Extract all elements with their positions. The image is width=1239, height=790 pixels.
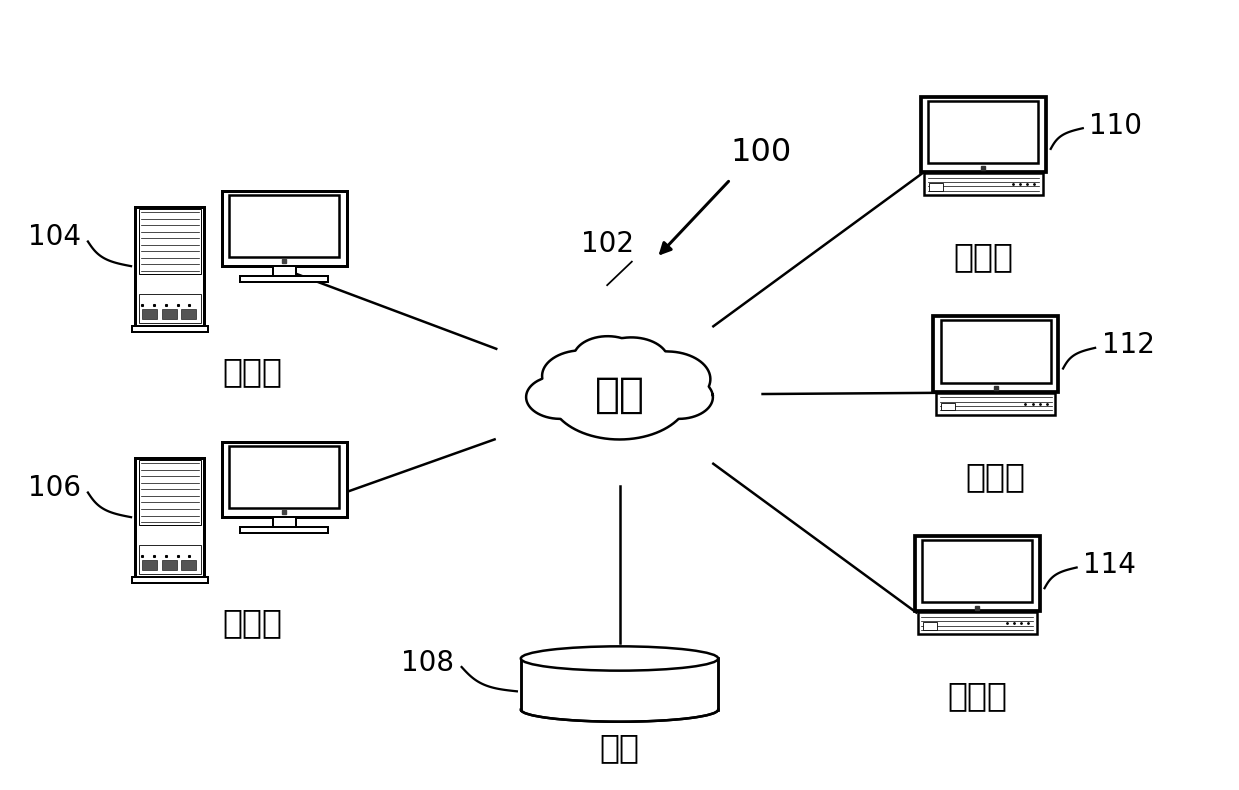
Polygon shape bbox=[527, 337, 712, 439]
Polygon shape bbox=[222, 190, 347, 266]
Bar bbox=[131, 325, 208, 332]
Bar bbox=[924, 173, 1043, 195]
Bar bbox=[139, 460, 201, 525]
Bar bbox=[921, 96, 1046, 172]
Bar bbox=[942, 403, 955, 410]
Bar bbox=[273, 517, 296, 528]
Text: 100: 100 bbox=[731, 137, 792, 167]
Ellipse shape bbox=[520, 646, 719, 671]
Bar bbox=[135, 207, 204, 325]
Bar bbox=[273, 266, 296, 276]
Bar bbox=[229, 446, 339, 508]
Bar bbox=[233, 198, 336, 254]
Text: 服务器: 服务器 bbox=[222, 355, 282, 388]
Text: 110: 110 bbox=[1089, 111, 1142, 140]
Bar bbox=[181, 309, 196, 319]
Bar bbox=[233, 449, 336, 506]
Polygon shape bbox=[520, 709, 719, 722]
Bar bbox=[181, 559, 196, 570]
Text: 112: 112 bbox=[1101, 332, 1155, 359]
Bar bbox=[240, 276, 328, 282]
Bar bbox=[135, 457, 204, 577]
Bar bbox=[131, 577, 208, 583]
Bar bbox=[139, 209, 201, 274]
Bar bbox=[142, 559, 157, 570]
Bar bbox=[161, 559, 177, 570]
Bar bbox=[922, 540, 1032, 602]
Text: 网络: 网络 bbox=[595, 374, 644, 416]
Text: 104: 104 bbox=[28, 223, 82, 251]
Polygon shape bbox=[222, 442, 347, 517]
Bar bbox=[937, 393, 1056, 415]
Text: 服务器: 服务器 bbox=[222, 606, 282, 638]
Bar bbox=[929, 183, 943, 190]
Text: 客户端: 客户端 bbox=[965, 460, 1026, 493]
Bar bbox=[520, 659, 719, 709]
Text: 102: 102 bbox=[581, 230, 633, 258]
Bar bbox=[240, 528, 328, 533]
Text: 客户端: 客户端 bbox=[953, 240, 1014, 273]
Bar bbox=[923, 623, 937, 630]
Bar bbox=[918, 612, 1037, 634]
Text: 存储: 存储 bbox=[600, 732, 639, 765]
Bar bbox=[928, 101, 1038, 163]
Bar bbox=[142, 309, 157, 319]
Bar bbox=[914, 536, 1040, 611]
Bar bbox=[229, 195, 339, 257]
Bar bbox=[940, 321, 1051, 382]
Text: 114: 114 bbox=[1083, 551, 1136, 579]
Bar bbox=[139, 294, 201, 323]
Text: 108: 108 bbox=[400, 649, 453, 677]
Text: 106: 106 bbox=[28, 474, 82, 502]
Bar bbox=[161, 309, 177, 319]
Text: 客户端: 客户端 bbox=[947, 679, 1007, 713]
Bar bbox=[933, 316, 1058, 392]
Bar bbox=[139, 545, 201, 574]
